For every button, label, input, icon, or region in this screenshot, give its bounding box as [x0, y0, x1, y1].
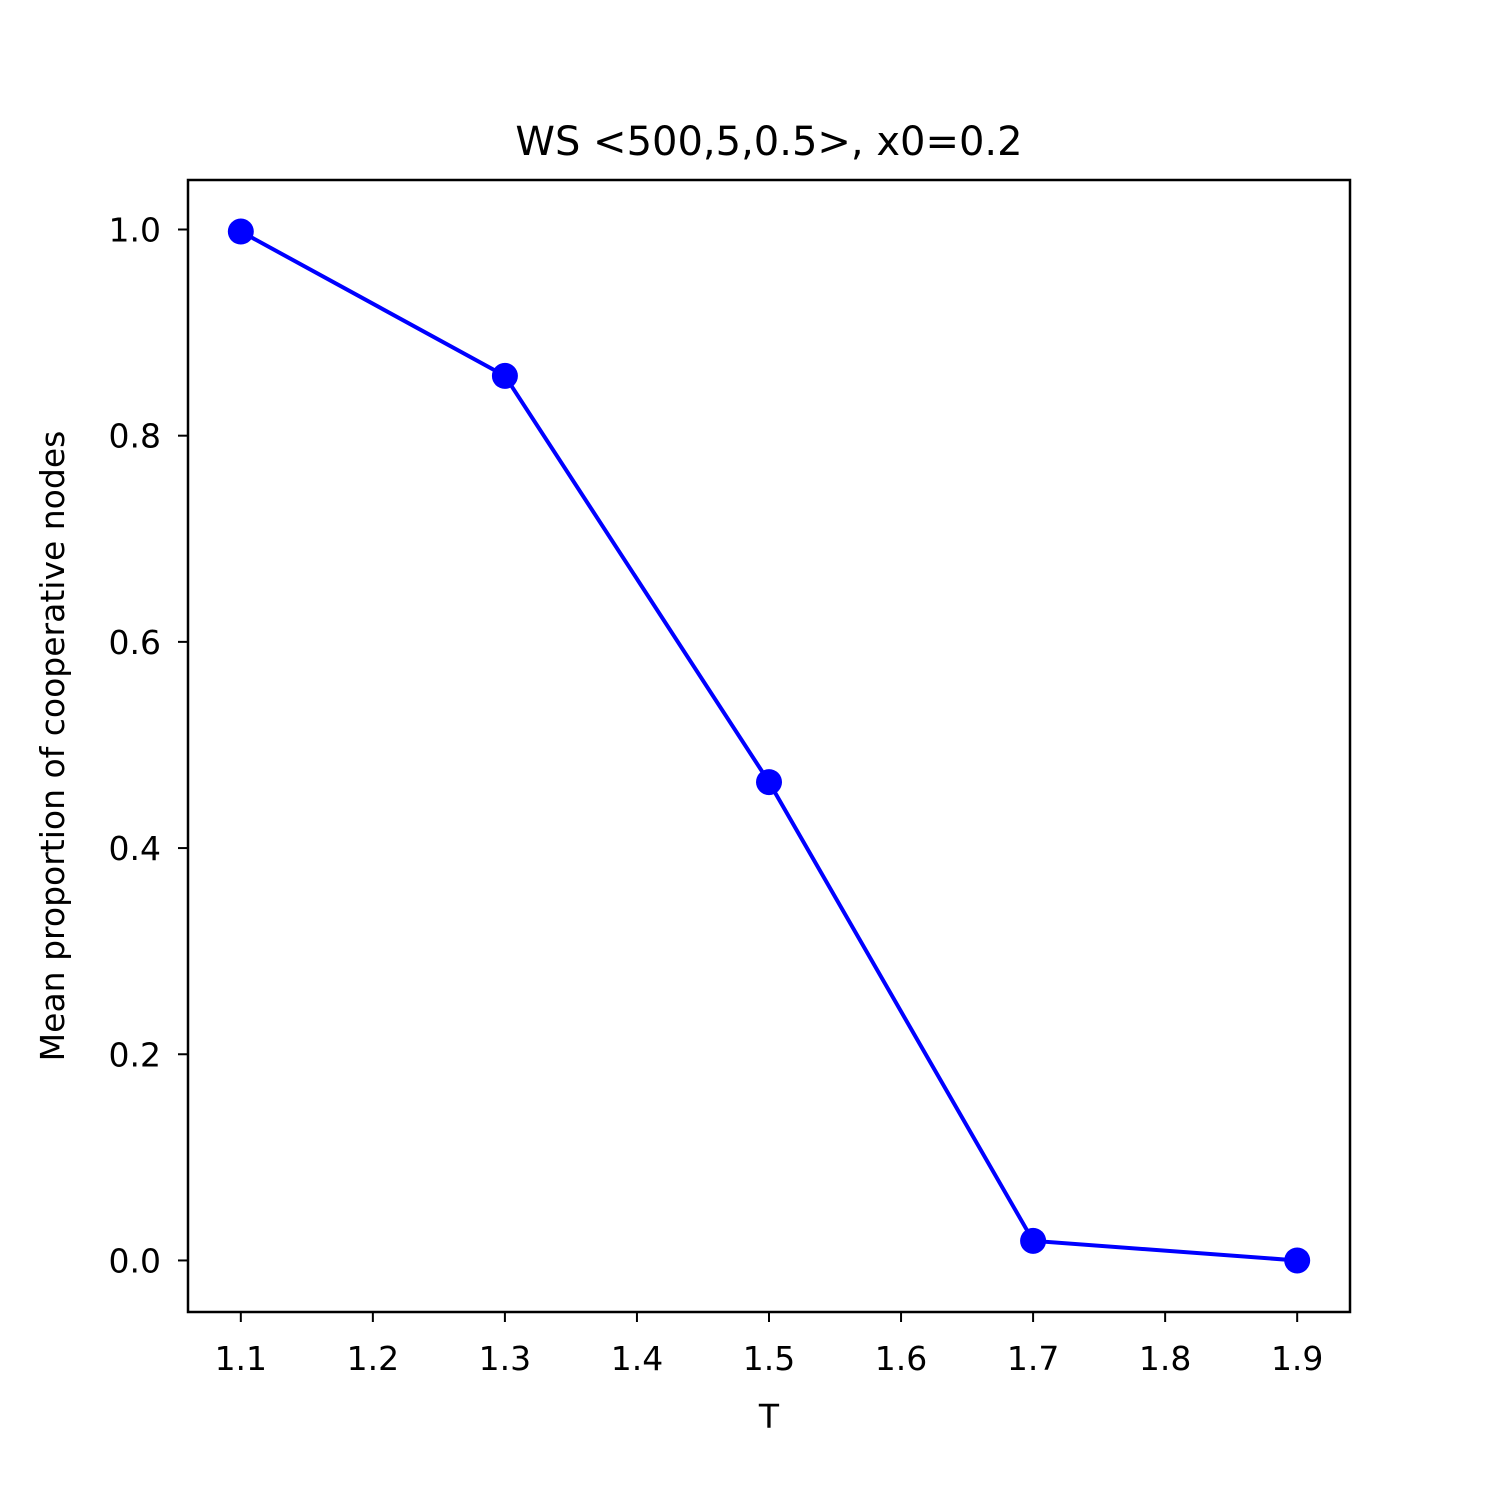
- x-tick-label: 1.3: [479, 1339, 531, 1378]
- data-point: [756, 769, 782, 796]
- x-axis-label: T: [758, 1397, 780, 1436]
- plot-frame: [186, 178, 1352, 1314]
- y-tick-label: 1.0: [109, 210, 161, 249]
- y-tick-label: 0.6: [109, 623, 161, 662]
- data-point: [1020, 1227, 1047, 1254]
- y-tick-label: 0.2: [109, 1035, 161, 1074]
- x-tick-label: 1.2: [347, 1339, 399, 1378]
- data-point: [227, 218, 254, 245]
- y-tick-label: 0.4: [109, 829, 161, 868]
- x-tick-label: 1.8: [1139, 1339, 1191, 1378]
- data-point: [491, 362, 518, 389]
- x-tick-label: 1.1: [215, 1339, 267, 1378]
- y-tick-label: 0.8: [109, 417, 161, 456]
- y-axis-ticks: 0.0 0.2 0.4 0.6 0.8 1.0: [109, 210, 188, 1280]
- data-point: [1284, 1247, 1311, 1274]
- y-tick-label: 0.0: [109, 1241, 161, 1280]
- y-axis-label: Mean proportion of cooperative nodes: [33, 431, 72, 1062]
- x-axis-ticks: 1.1 1.2 1.3 1.4 1.5 1.6 1.7 1.8 1.9: [215, 1312, 1323, 1378]
- chart-title: WS <500,5,0.5>, x0=0.2: [515, 119, 1022, 165]
- series-layer: [227, 218, 1311, 1274]
- x-tick-label: 1.5: [743, 1339, 795, 1378]
- x-tick-label: 1.4: [611, 1339, 663, 1378]
- x-tick-label: 1.7: [1007, 1339, 1059, 1378]
- series-line: [239, 229, 1298, 1263]
- x-tick-label: 1.6: [875, 1339, 927, 1378]
- x-tick-label: 1.9: [1271, 1339, 1323, 1378]
